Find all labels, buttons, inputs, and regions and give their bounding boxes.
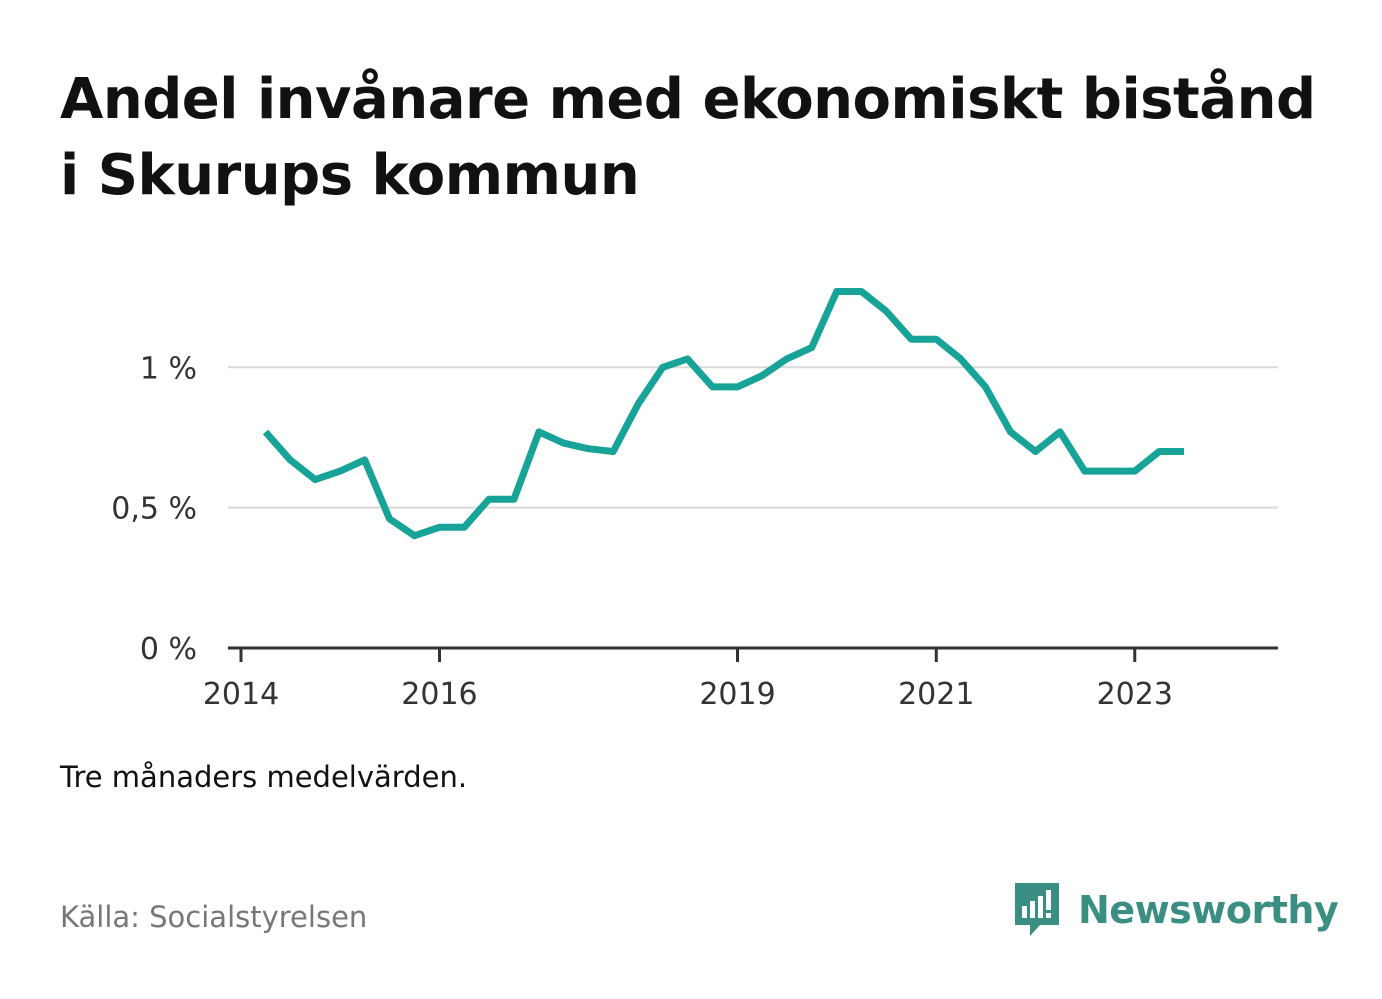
newsworthy-logo: Newsworthy <box>1012 880 1339 940</box>
x-tick-label: 2023 <box>1097 677 1173 712</box>
newsworthy-logo-icon <box>1015 883 1059 936</box>
grid-lines: 0 % 0,5 % 1 % <box>111 351 1278 667</box>
brand-name: Newsworthy <box>1078 888 1339 932</box>
x-tick-label: 2016 <box>401 677 477 712</box>
series-line <box>262 288 1184 540</box>
source-text: Källa: Socialstyrelsen <box>60 900 368 934</box>
line-chart: 0 % 0,5 % 1 % 2014 2016 2019 2021 2023 <box>111 288 1278 712</box>
x-tick-label: 2014 <box>203 677 279 712</box>
chart-title: Andel invånare med ekonomiskt bistånd i … <box>60 67 1316 208</box>
x-tick-label: 2019 <box>699 677 775 712</box>
y-tick-label: 1 % <box>140 351 197 386</box>
x-tick-label: 2021 <box>898 677 974 712</box>
x-axis: 2014 2016 2019 2021 2023 <box>203 646 1278 712</box>
y-tick-label: 0,5 % <box>111 492 197 527</box>
y-tick-label: 0 % <box>140 632 197 667</box>
series-layer <box>262 288 1184 540</box>
chart-note: Tre månaders medelvärden. <box>60 760 468 794</box>
